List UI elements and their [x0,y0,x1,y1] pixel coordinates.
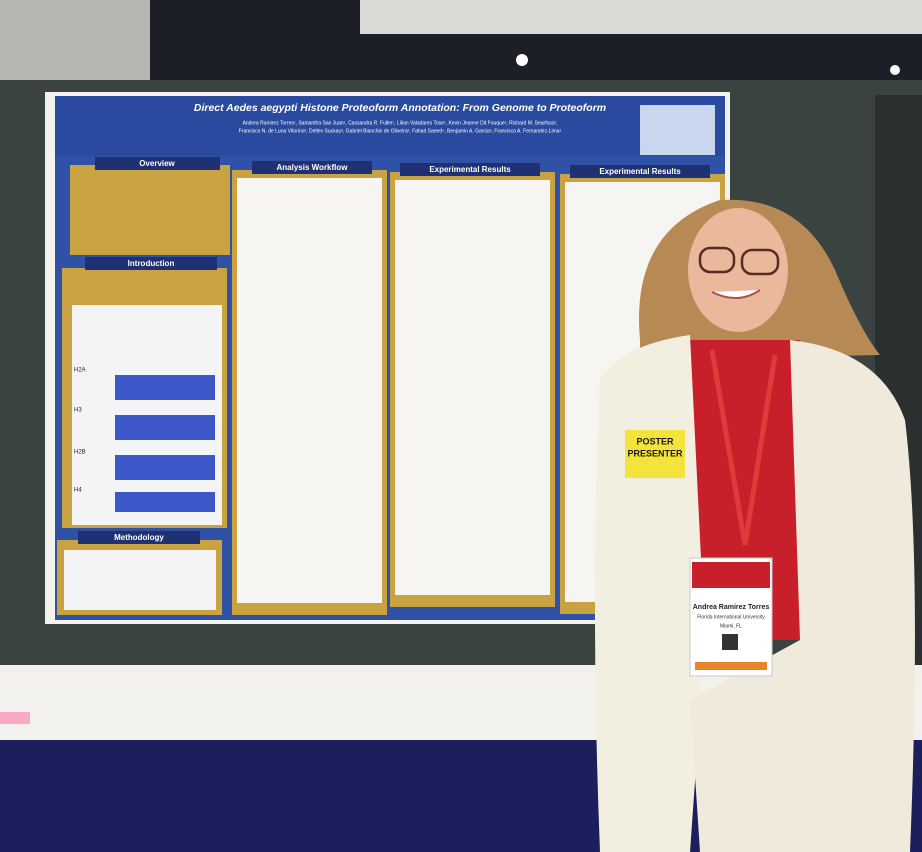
badge-affiliation: Florida International University [697,614,765,620]
heatmap [115,492,215,512]
poster-logo [640,105,715,155]
section-header-bg [85,257,217,270]
lanyard [742,354,778,546]
track-label: H4 [74,488,82,494]
track-label: H2B [74,450,86,456]
track-labels: H2A H3 H2B H4 [74,368,86,494]
light [890,65,900,75]
section-header: Analysis Workflow [277,163,349,172]
ceiling-beam [360,0,922,34]
panel [70,165,230,255]
blazer-right [690,340,915,852]
section-header-bg [95,157,220,170]
track-label: H3 [74,408,82,414]
heatmap [115,415,215,440]
section-headers: Overview Analysis Workflow Experimental … [78,157,710,544]
section-header-bg [78,531,200,544]
smile [711,289,761,299]
glasses [740,248,780,276]
badge-header [692,562,770,588]
section-header: Experimental Results [599,167,681,176]
glasses [698,246,736,274]
section-header: Methodology [114,533,164,542]
sticky-note [0,712,30,724]
heatmap [115,455,215,480]
sign-text: PRESENTER [627,448,683,458]
badge-location: Miami, FL [720,623,742,629]
lanyard [709,349,748,546]
poster-header [55,96,725,156]
panel-figure [395,180,550,595]
badge-qr [722,634,738,650]
section-header-bg [570,165,710,178]
panel-figure [237,178,382,603]
section-header-bg [400,163,540,176]
track-label: H2A [74,368,86,374]
section-header-bg [252,161,372,174]
badge-strip [695,662,767,670]
person [595,199,915,852]
section-header: Introduction [128,259,175,268]
face [688,208,788,332]
poster-authors: Francisco N. de Luna Vitorino², Detlev S… [239,128,562,134]
wall [0,0,150,82]
poster-authors: Andrea Ramirez Torres¹, Samantha San Jua… [243,120,558,126]
section-header: Experimental Results [429,165,511,174]
light [516,54,528,66]
poster-title: Direct Aedes aegypti Histone Proteoform … [194,102,606,114]
sign-text: POSTER [636,436,674,446]
presenter-sign [625,430,685,478]
heatmap [115,375,215,400]
blazer-left [595,335,705,852]
panel-figure [64,550,216,610]
badge-name: Andrea Ramirez Torres [693,604,770,611]
section-header: Overview [139,159,175,168]
